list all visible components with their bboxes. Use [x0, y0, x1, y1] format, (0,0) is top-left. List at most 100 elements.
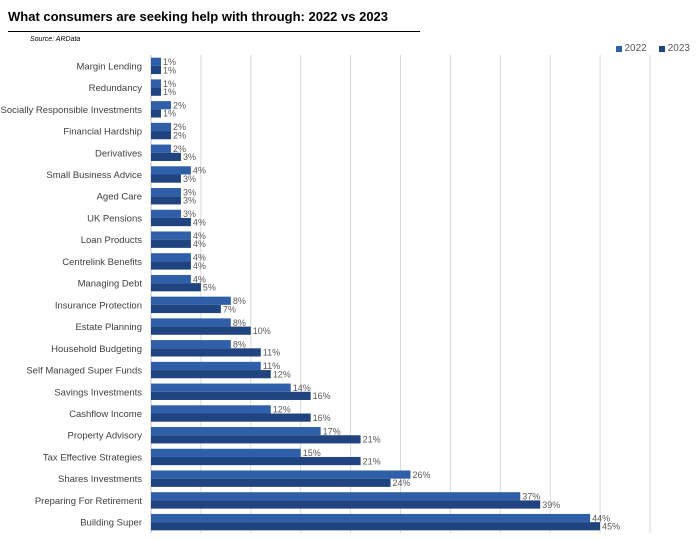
- data-label-2023: 11%: [263, 348, 280, 358]
- data-label-2023: 7%: [223, 304, 236, 314]
- bar-2023: [151, 109, 161, 118]
- bar-2023: [151, 522, 601, 531]
- bar-2022: [151, 79, 161, 88]
- data-label-2023: 21%: [363, 456, 381, 466]
- category-label: Shares Investments: [58, 474, 142, 485]
- category-label: Savings Investments: [54, 387, 142, 398]
- category-label: Insurance Protection: [55, 300, 142, 311]
- data-label-2023: 10%: [253, 326, 271, 336]
- data-label-2023: 4%: [193, 217, 206, 227]
- bar-2022: [151, 188, 181, 197]
- category-label: Estate Planning: [75, 322, 142, 333]
- legend-label-2022: 2022: [624, 43, 647, 54]
- category-label: Margin Lending: [77, 61, 143, 72]
- data-label-2023: 45%: [602, 522, 620, 532]
- bar-2022: [151, 427, 321, 436]
- data-label-2022: 37%: [522, 492, 540, 502]
- legend-item-2023: 2023: [658, 43, 690, 54]
- bar-2023: [151, 131, 171, 140]
- category-label: Small Business Advice: [46, 170, 142, 181]
- bar-2023: [151, 500, 541, 509]
- data-label-2023: 5%: [203, 283, 216, 293]
- bar-2023: [151, 87, 161, 96]
- data-label-2022: 8%: [233, 296, 246, 306]
- bar-2022: [151, 144, 171, 153]
- category-label: Household Budgeting: [51, 344, 142, 355]
- title-underline: [8, 31, 420, 32]
- data-label-2023: 12%: [273, 369, 291, 379]
- data-label-2022: 14%: [293, 383, 311, 393]
- data-label-2022: 2%: [173, 122, 186, 132]
- bar-2022: [151, 448, 301, 457]
- chart-title: What consumers are seeking help with thr…: [8, 9, 389, 24]
- bar-2023: [151, 456, 361, 466]
- data-label-2022: 11%: [263, 361, 280, 371]
- bar-2023: [151, 413, 311, 422]
- bar-2022: [151, 122, 171, 132]
- bar-2022: [151, 209, 181, 218]
- data-label-2022: 26%: [412, 470, 430, 480]
- data-label-2022: 4%: [193, 274, 206, 284]
- data-label-2022: 2%: [173, 144, 186, 154]
- data-label-2022: 8%: [233, 340, 246, 350]
- data-label-2022: 8%: [233, 318, 246, 328]
- category-label: Property Advisory: [68, 431, 143, 442]
- category-label: Redundancy: [89, 83, 143, 94]
- bar-2022: [151, 57, 161, 66]
- data-label-2023: 1%: [163, 87, 176, 97]
- data-label-2023: 21%: [363, 435, 381, 445]
- data-label-2023: 4%: [193, 261, 206, 271]
- category-label: Preparing For Retirement: [35, 496, 143, 507]
- category-label: Financial Hardship: [63, 127, 142, 138]
- data-label-2022: 12%: [273, 405, 291, 415]
- bar-2023: [151, 196, 181, 205]
- category-label: Socially Responsible Investments: [0, 105, 142, 116]
- bar-2023: [151, 348, 261, 357]
- data-label-2023: 1%: [163, 109, 176, 119]
- category-label: Managing Debt: [78, 279, 143, 290]
- category-label: Aged Care: [97, 192, 142, 203]
- category-label: Derivatives: [95, 148, 142, 159]
- bar-2023: [151, 239, 191, 248]
- bar-2022: [151, 318, 231, 327]
- data-label-2022: 1%: [163, 79, 176, 89]
- bar-2023: [151, 370, 271, 379]
- data-label-2023: 3%: [183, 152, 196, 162]
- bar-2022: [151, 101, 171, 110]
- data-label-2023: 4%: [193, 239, 206, 249]
- data-label-2023: 3%: [183, 174, 196, 184]
- legend: 2022 2023: [615, 43, 690, 54]
- bar-2023: [151, 304, 221, 314]
- bar-2022: [151, 405, 271, 414]
- category-label: Tax Effective Strategies: [43, 452, 142, 463]
- bar-2022: [151, 296, 231, 305]
- bar-2023: [151, 478, 391, 487]
- category-label: Centrelink Benefits: [62, 257, 142, 268]
- category-label: Self Managed Super Funds: [26, 366, 142, 377]
- bar-2022: [151, 470, 411, 479]
- bar-2023: [151, 174, 181, 183]
- bar-2022: [151, 231, 191, 240]
- data-label-2023: 1%: [163, 65, 176, 75]
- data-label-2022: 17%: [323, 426, 341, 436]
- legend-label-2023: 2023: [667, 43, 690, 54]
- bar-2022: [151, 513, 591, 523]
- data-label-2022: 4%: [193, 231, 206, 241]
- data-label-2022: 3%: [183, 209, 196, 219]
- bar-2023: [151, 326, 251, 335]
- bar-2022: [151, 361, 261, 371]
- data-label-2022: 15%: [303, 448, 321, 458]
- bar-2022: [151, 274, 191, 284]
- bar-2023: [151, 283, 201, 292]
- category-label: UK Pensions: [87, 213, 142, 224]
- data-label-2022: 44%: [592, 513, 610, 523]
- data-label-2023: 39%: [542, 500, 560, 510]
- data-label-2023: 16%: [313, 413, 331, 423]
- data-label-2022: 4%: [193, 253, 206, 263]
- bar-2023: [151, 65, 161, 75]
- data-label-2022: 4%: [193, 166, 206, 176]
- data-label-2023: 3%: [183, 196, 196, 206]
- category-label: Building Super: [80, 518, 142, 529]
- bar-2023: [151, 217, 191, 227]
